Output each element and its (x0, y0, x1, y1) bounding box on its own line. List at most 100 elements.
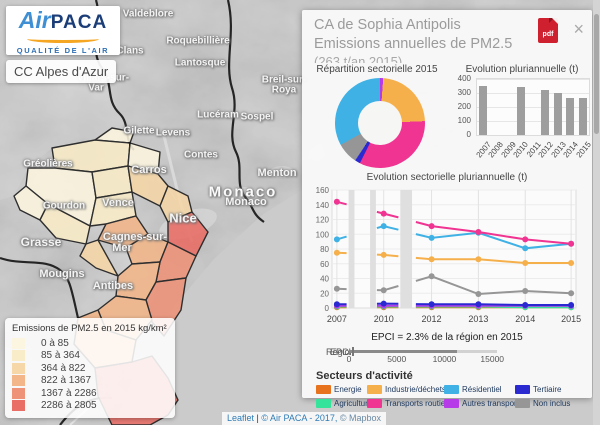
sector-color-swatch (515, 385, 530, 394)
scale-slider-track[interactable] (349, 347, 497, 356)
epci-share-note: EPCI = 2.3% de la région en 2015 (371, 332, 523, 343)
sector-color-swatch (515, 399, 530, 408)
svg-text:100: 100 (316, 230, 330, 239)
sector-color-swatch (367, 385, 382, 394)
sector-legend-item[interactable]: Non inclus (515, 399, 577, 408)
bar-chart-plot[interactable] (476, 78, 590, 136)
svg-text:160: 160 (316, 186, 330, 195)
sector-label: Autres transports (462, 399, 523, 408)
bar[interactable] (516, 86, 525, 135)
sector-label: Résidentiel (462, 385, 502, 394)
slider-label-epci: EPCI (330, 347, 352, 357)
legend-range-label: 364 à 822 (41, 362, 86, 374)
sector-label: Agriculture (334, 399, 373, 408)
bar[interactable] (578, 98, 587, 135)
map-legend-item: 822 à 1367 (12, 375, 167, 388)
details-panel: CA de Sophia Antipolis Emissions annuell… (302, 10, 593, 408)
map-hover-tooltip: CC Alpes d'Azur (6, 60, 117, 83)
slider-tick-labels: 0 5000 10000 15000 (346, 353, 504, 364)
sector-label: Transports routiers (385, 399, 452, 408)
map-legend-item: 2286 à 2805 (12, 400, 167, 413)
donut-chart-section: Répartition sectorielle 2015 (302, 64, 452, 172)
legend-color-swatch (12, 350, 25, 362)
legend-color-swatch (12, 375, 25, 387)
logo-tagline: QUALITÉ DE L'AIR (16, 46, 110, 55)
sector-legend-item[interactable]: Tertiaire (515, 385, 577, 394)
map-legend-item: 1367 à 2286 (12, 387, 167, 400)
donut-chart-title: Répartition sectorielle 2015 (316, 64, 438, 75)
legend-color-swatch (12, 400, 25, 412)
sector-legend-item[interactable]: Agriculture (316, 399, 372, 408)
sector-label: Non inclus (533, 399, 571, 408)
scale-slider-section: Région EPCI 0 5000 10000 15000 (302, 346, 592, 368)
bar[interactable] (566, 98, 575, 135)
bar[interactable] (479, 86, 488, 135)
sector-legend-item[interactable]: Energie (316, 385, 364, 394)
svg-text:120: 120 (316, 216, 330, 225)
pdf-export-button[interactable]: pdf (538, 18, 558, 43)
airpaca-link[interactable]: © Air PACA - 2017, (261, 413, 338, 423)
sector-legend-item[interactable]: Transports routiers (367, 399, 452, 408)
sectors-legend-title: Secteurs d'activité (316, 370, 413, 382)
svg-text:0: 0 (325, 304, 330, 313)
map-color-legend: Emissions de PM2.5 en 2015 kg/km² 0 à 85… (5, 318, 175, 418)
legend-color-swatch (12, 362, 25, 374)
airpaca-logo[interactable]: AirPACA QUALITÉ DE L'AIR (6, 6, 120, 55)
sector-color-swatch (444, 385, 459, 394)
svg-text:2015: 2015 (561, 314, 581, 324)
epci-value-handle[interactable] (351, 347, 354, 356)
slider-tick: 5000 (387, 354, 407, 364)
svg-text:40: 40 (320, 275, 329, 284)
scrollbar-track[interactable] (593, 0, 600, 425)
sector-color-swatch (444, 399, 459, 408)
close-panel-button[interactable]: × (573, 19, 584, 39)
bar-chart[interactable]: 0 100 200 300 400 2007 2008 2009 2010 2011 2012 20… (452, 74, 593, 168)
slider-label-region: Région (326, 347, 355, 357)
sector-label: Tertiaire (533, 385, 562, 394)
svg-text:2007: 2007 (327, 314, 347, 324)
sector-color-swatch (316, 399, 331, 408)
slider-tick: 10000 (432, 354, 457, 364)
svg-text:2010: 2010 (374, 314, 394, 324)
scrollbar-thumb[interactable] (594, 14, 599, 134)
svg-text:2014: 2014 (515, 314, 535, 324)
panel-title: CA de Sophia Antipolis (314, 17, 461, 33)
sector-legend-item[interactable]: Autres transports (444, 399, 523, 408)
line-chart[interactable]: 0 20 40 60 80 100 120 140 160 2007 2010 2012 2013 201… (308, 184, 586, 330)
map-legend-item: 85 à 364 (12, 350, 167, 363)
legend-range-label: 1367 à 2286 (41, 387, 97, 399)
map-attribution: Leaflet | © Air PACA - 2017, © Mapbox (222, 412, 387, 425)
svg-text:60: 60 (320, 260, 329, 269)
svg-text:140: 140 (316, 201, 330, 210)
sector-label: Industrie/déchets (385, 385, 446, 394)
sector-legend-item[interactable]: Résidentiel (444, 385, 512, 394)
svg-text:2013: 2013 (468, 314, 488, 324)
airpaca-logo-text: AirPACA (18, 7, 108, 33)
slider-tick: 0 (346, 354, 352, 364)
logo-swoosh-underline (27, 35, 99, 43)
legend-range-label: 822 à 1367 (41, 375, 92, 387)
svg-text:2012: 2012 (422, 314, 442, 324)
map-legend-item: 0 à 85 (12, 337, 167, 350)
svg-text:20: 20 (320, 289, 329, 298)
leaflet-link[interactable]: Leaflet (227, 413, 255, 423)
sector-label: Energie (334, 385, 362, 394)
svg-text:80: 80 (320, 245, 329, 254)
sector-color-swatch (316, 385, 331, 394)
panel-subtitle-total: (263 t/an 2015) (314, 54, 403, 63)
pdf-icon-fold (549, 18, 554, 23)
bar-chart-y-axis: 0 100 200 300 400 (457, 74, 471, 139)
sector-legend-item[interactable]: Industrie/déchets (367, 385, 446, 394)
legend-color-swatch (12, 337, 25, 349)
sector-color-swatch (367, 399, 382, 408)
panel-subtitle: Emissions annuelles de PM2.5 (314, 36, 513, 52)
legend-range-label: 85 à 364 (41, 350, 80, 362)
slider-tick: 15000 (480, 354, 505, 364)
panel-header: CA de Sophia Antipolis Emissions annuell… (302, 10, 592, 63)
bar[interactable] (541, 89, 550, 135)
bar[interactable] (553, 93, 562, 135)
sectors-legend: Energie Industrie/déchets Résidentiel Terti… (316, 385, 592, 408)
donut-chart[interactable] (335, 78, 425, 168)
bar-chart-title: Evolution pluriannuelle (t) (465, 64, 579, 75)
